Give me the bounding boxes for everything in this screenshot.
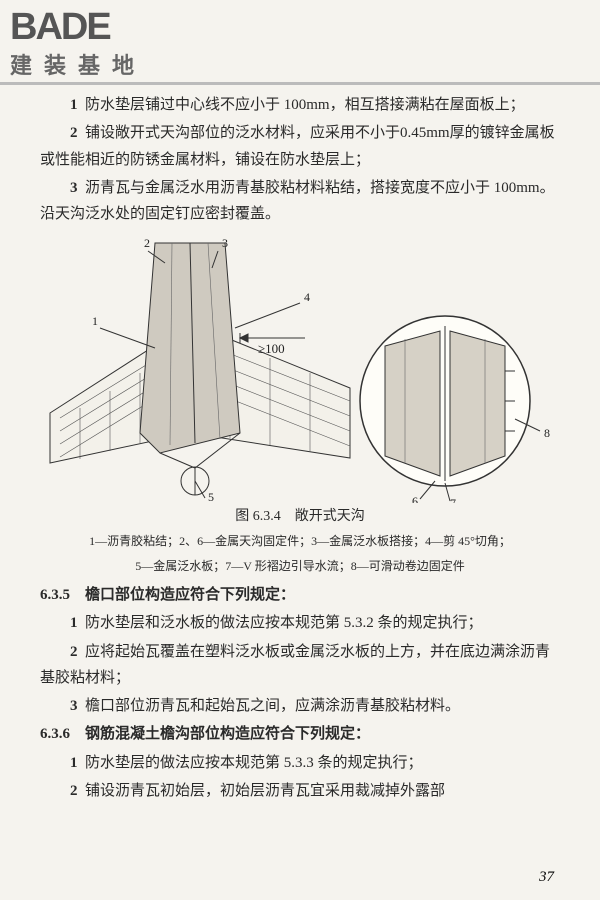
item-text: 檐口部位沥青瓦和起始瓦之间，应满涂沥青基胶粘材料。	[85, 698, 460, 714]
item-number: 2	[70, 783, 78, 799]
logo-text-sub: 建装基地	[10, 48, 146, 80]
figure-diagram: ≥100 1 2 3 4 5	[40, 233, 560, 503]
item-number: 2	[70, 125, 78, 141]
list-item: 1 防水垫层铺过中心线不应小于 100mm，相互搭接满粘在屋面板上；	[40, 92, 560, 118]
item-text: 应将起始瓦覆盖在塑料泛水板或金属泛水板的上方，并在底边满涂沥青基胶粘材料；	[40, 644, 550, 686]
item-text: 铺设沥青瓦初始层，初始层沥青瓦宜采用裁减掉外露部	[85, 783, 445, 799]
page-number: 37	[539, 869, 554, 886]
figure-legend-line: 1—沥青胶粘结；2、6—金属天沟固定件；3—金属泛水板搭接；4—剪 45°切角；	[40, 532, 560, 551]
list-item: 2铺设敞开式天沟部位的泛水材料，应采用不小于0.45mm厚的镀锌金属板或性能相近…	[40, 120, 560, 173]
list-item: 3 檐口部位沥青瓦和起始瓦之间，应满涂沥青基胶粘材料。	[40, 693, 560, 719]
section-heading: 6.3.5 檐口部位构造应符合下列规定：	[40, 582, 560, 608]
section-heading: 6.3.6 钢筋混凝土檐沟部位构造应符合下列规定：	[40, 721, 560, 747]
item-number: 3	[70, 698, 78, 714]
item-text: 防水垫层铺过中心线不应小于 100mm，相互搭接满粘在屋面板上；	[85, 97, 525, 113]
list-item: 3沥青瓦与金属泛水用沥青基胶粘材料粘结，搭接宽度不应小于 100mm。沿天沟泛水…	[40, 175, 560, 228]
item-number: 2	[70, 644, 78, 660]
callout-6: 6	[412, 494, 418, 503]
callout-2: 2	[144, 236, 150, 250]
callout-8: 8	[544, 426, 550, 440]
item-text: 防水垫层和泛水板的做法应按本规范第 5.3.2 条的规定执行；	[85, 615, 483, 631]
item-text: 铺设敞开式天沟部位的泛水材料，应采用不小于0.45mm厚的镀锌金属板或性能相近的…	[40, 125, 555, 167]
callout-5: 5	[208, 490, 214, 503]
figure-caption: 图 6.3.4 敞开式天沟	[40, 505, 560, 530]
callout-4: 4	[304, 290, 310, 304]
figure-legend-line: 5—金属泛水板；7—V 形褶边引导水流；8—可滑动卷边固定件	[40, 557, 560, 576]
item-number: 1	[70, 97, 78, 113]
list-item: 2 铺设沥青瓦初始层，初始层沥青瓦宜采用裁减掉外露部	[40, 778, 560, 804]
callout-7: 7	[450, 496, 456, 503]
item-number: 3	[70, 180, 78, 196]
callout-3: 3	[222, 236, 228, 250]
item-number: 1	[70, 615, 78, 631]
item-text: 防水垫层的做法应按本规范第 5.3.3 条的规定执行；	[85, 755, 423, 771]
list-item: 1 防水垫层和泛水板的做法应按本规范第 5.3.2 条的规定执行；	[40, 610, 560, 636]
list-item: 1 防水垫层的做法应按本规范第 5.3.3 条的规定执行；	[40, 750, 560, 776]
section-text: 6.3.6 钢筋混凝土檐沟部位构造应符合下列规定：	[40, 726, 370, 742]
callout-1: 1	[92, 314, 98, 328]
list-item: 2应将起始瓦覆盖在塑料泛水板或金属泛水板的上方，并在底边满涂沥青基胶粘材料；	[40, 639, 560, 692]
item-text: 沥青瓦与金属泛水用沥青基胶粘材料粘结，搭接宽度不应小于 100mm。沿天沟泛水处…	[40, 180, 555, 222]
watermark-logo: BADE 建装基地	[10, 8, 146, 80]
item-number: 1	[70, 755, 78, 771]
dim-label: ≥100	[258, 341, 285, 356]
gutter-diagram-svg: ≥100 1 2 3 4 5	[40, 233, 560, 503]
logo-text-main: BADE	[10, 8, 146, 46]
document-body: 1防水垫层铺过中心线不应小于 100mm，相互搭接满粘在屋面板上； 2铺设敞开式…	[40, 92, 560, 806]
header-divider	[0, 82, 600, 85]
section-text: 6.3.5 檐口部位构造应符合下列规定：	[40, 587, 295, 603]
